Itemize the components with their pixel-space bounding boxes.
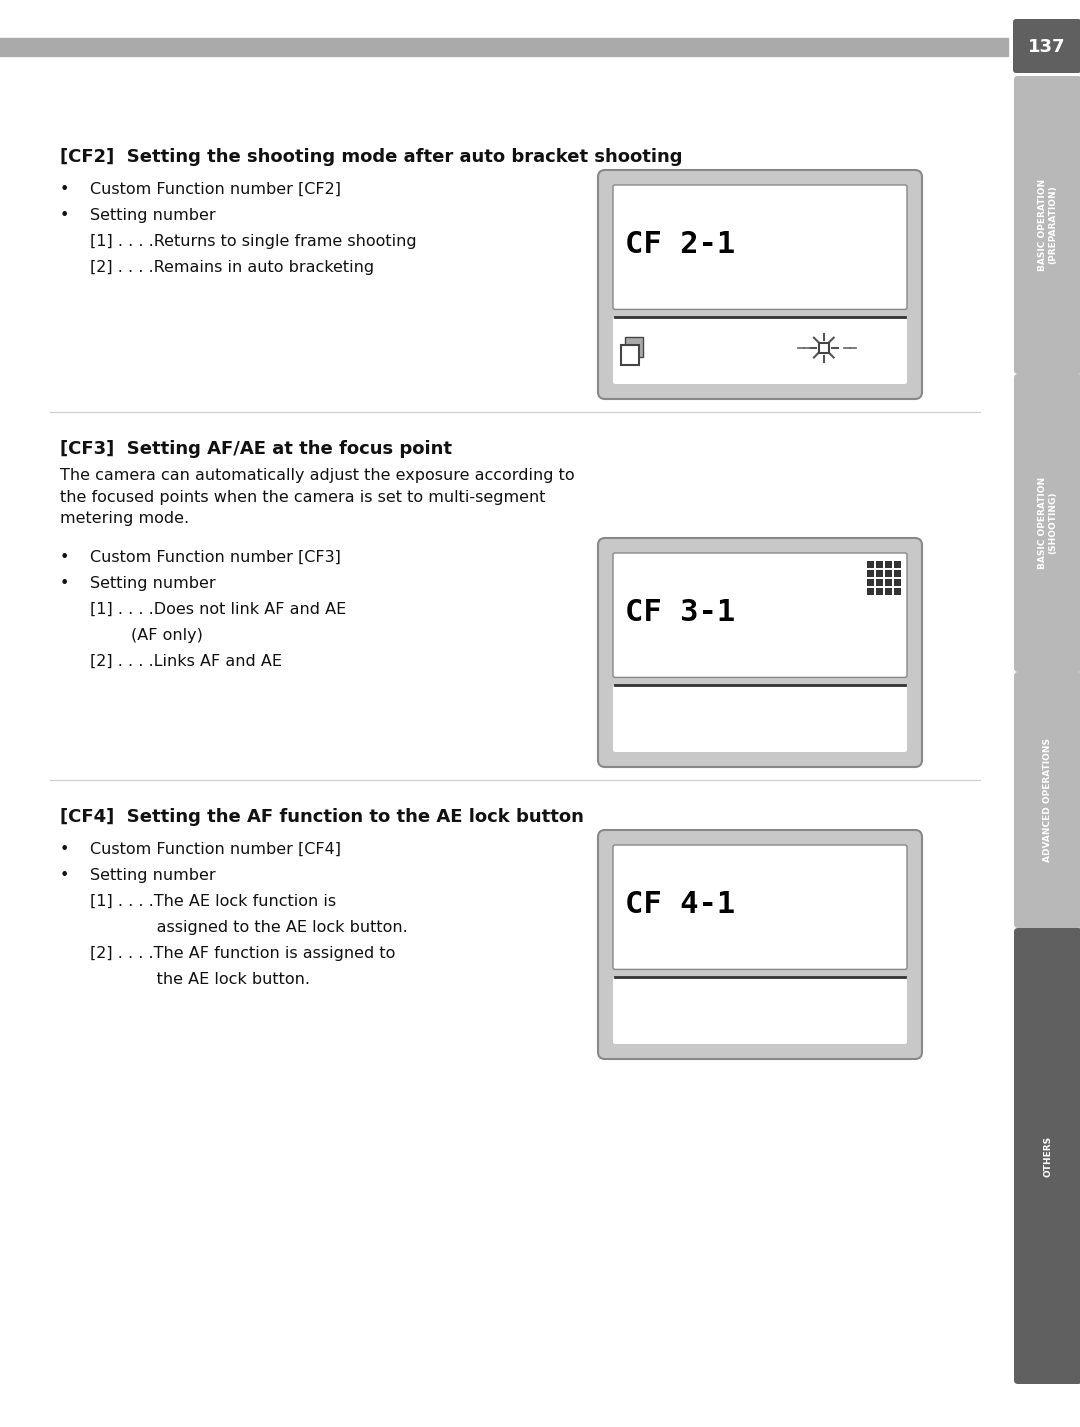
FancyBboxPatch shape	[598, 831, 922, 1059]
Bar	[885, 561, 892, 568]
Bar	[894, 561, 901, 568]
Text: CF 4-1: CF 4-1	[625, 890, 735, 919]
Bar	[867, 579, 874, 586]
Text: [2] . . . .Links AF and AE: [2] . . . .Links AF and AE	[90, 654, 282, 669]
Bar	[876, 588, 883, 595]
Text: BASIC OPERATION
(PREPARATION): BASIC OPERATION (PREPARATION)	[1038, 178, 1057, 271]
FancyBboxPatch shape	[1014, 76, 1080, 374]
Text: CF 3-1: CF 3-1	[625, 598, 735, 628]
Text: BASIC OPERATION
(SHOOTING): BASIC OPERATION (SHOOTING)	[1038, 477, 1057, 569]
Bar	[885, 579, 892, 586]
Bar	[867, 588, 874, 595]
FancyBboxPatch shape	[613, 685, 907, 752]
Bar	[867, 569, 874, 577]
Text: [2] . . . .The AF function is assigned to: [2] . . . .The AF function is assigned t…	[90, 946, 395, 960]
Bar	[885, 588, 892, 595]
Text: Setting number: Setting number	[90, 868, 216, 883]
Bar	[894, 588, 901, 595]
Text: ADVANCED OPERATIONS: ADVANCED OPERATIONS	[1043, 738, 1053, 862]
Text: •: •	[60, 842, 69, 858]
Bar	[819, 342, 828, 352]
Text: assigned to the AE lock button.: assigned to the AE lock button.	[90, 920, 408, 935]
Text: 137: 137	[1028, 39, 1066, 56]
Text: •: •	[60, 183, 69, 197]
Bar	[625, 337, 643, 357]
Bar	[876, 561, 883, 568]
Text: [CF2]  Setting the shooting mode after auto bracket shooting: [CF2] Setting the shooting mode after au…	[60, 148, 683, 166]
FancyBboxPatch shape	[1014, 672, 1080, 928]
Bar	[621, 345, 639, 365]
Bar	[894, 569, 901, 577]
Bar	[867, 561, 874, 568]
FancyBboxPatch shape	[1014, 928, 1080, 1384]
FancyBboxPatch shape	[613, 554, 907, 678]
FancyBboxPatch shape	[1013, 19, 1080, 73]
FancyBboxPatch shape	[613, 186, 907, 310]
Text: [1] . . . .Does not link AF and AE: [1] . . . .Does not link AF and AE	[90, 602, 347, 616]
Bar	[876, 579, 883, 586]
Text: [CF4]  Setting the AF function to the AE lock button: [CF4] Setting the AF function to the AE …	[60, 808, 584, 826]
Text: the AE lock button.: the AE lock button.	[90, 972, 310, 987]
FancyBboxPatch shape	[613, 317, 907, 384]
Text: (AF only): (AF only)	[90, 628, 203, 644]
Bar	[894, 579, 901, 586]
Text: •: •	[60, 868, 69, 883]
Text: OTHERS: OTHERS	[1043, 1136, 1053, 1177]
Text: The camera can automatically adjust the exposure according to
the focused points: The camera can automatically adjust the …	[60, 468, 575, 527]
FancyBboxPatch shape	[598, 538, 922, 766]
Text: [1] . . . .The AE lock function is: [1] . . . .The AE lock function is	[90, 893, 336, 909]
Text: [CF3]  Setting AF/AE at the focus point: [CF3] Setting AF/AE at the focus point	[60, 440, 453, 458]
Bar	[876, 569, 883, 577]
Text: •: •	[60, 549, 69, 565]
Text: [1] . . . .Returns to single frame shooting: [1] . . . .Returns to single frame shoot…	[90, 234, 417, 248]
Text: Custom Function number [CF2]: Custom Function number [CF2]	[90, 183, 341, 197]
Text: [2] . . . .Remains in auto bracketing: [2] . . . .Remains in auto bracketing	[90, 260, 374, 275]
Text: CF 2-1: CF 2-1	[625, 230, 735, 260]
FancyBboxPatch shape	[613, 977, 907, 1045]
Text: •: •	[60, 577, 69, 591]
FancyBboxPatch shape	[1014, 374, 1080, 672]
Bar	[0, 39, 1008, 56]
Text: Setting number: Setting number	[90, 577, 216, 591]
FancyBboxPatch shape	[598, 170, 922, 400]
Text: Custom Function number [CF4]: Custom Function number [CF4]	[90, 842, 341, 858]
Text: •: •	[60, 208, 69, 223]
Bar	[885, 569, 892, 577]
Text: Setting number: Setting number	[90, 208, 216, 223]
Text: Custom Function number [CF3]: Custom Function number [CF3]	[90, 549, 341, 565]
FancyBboxPatch shape	[613, 845, 907, 969]
